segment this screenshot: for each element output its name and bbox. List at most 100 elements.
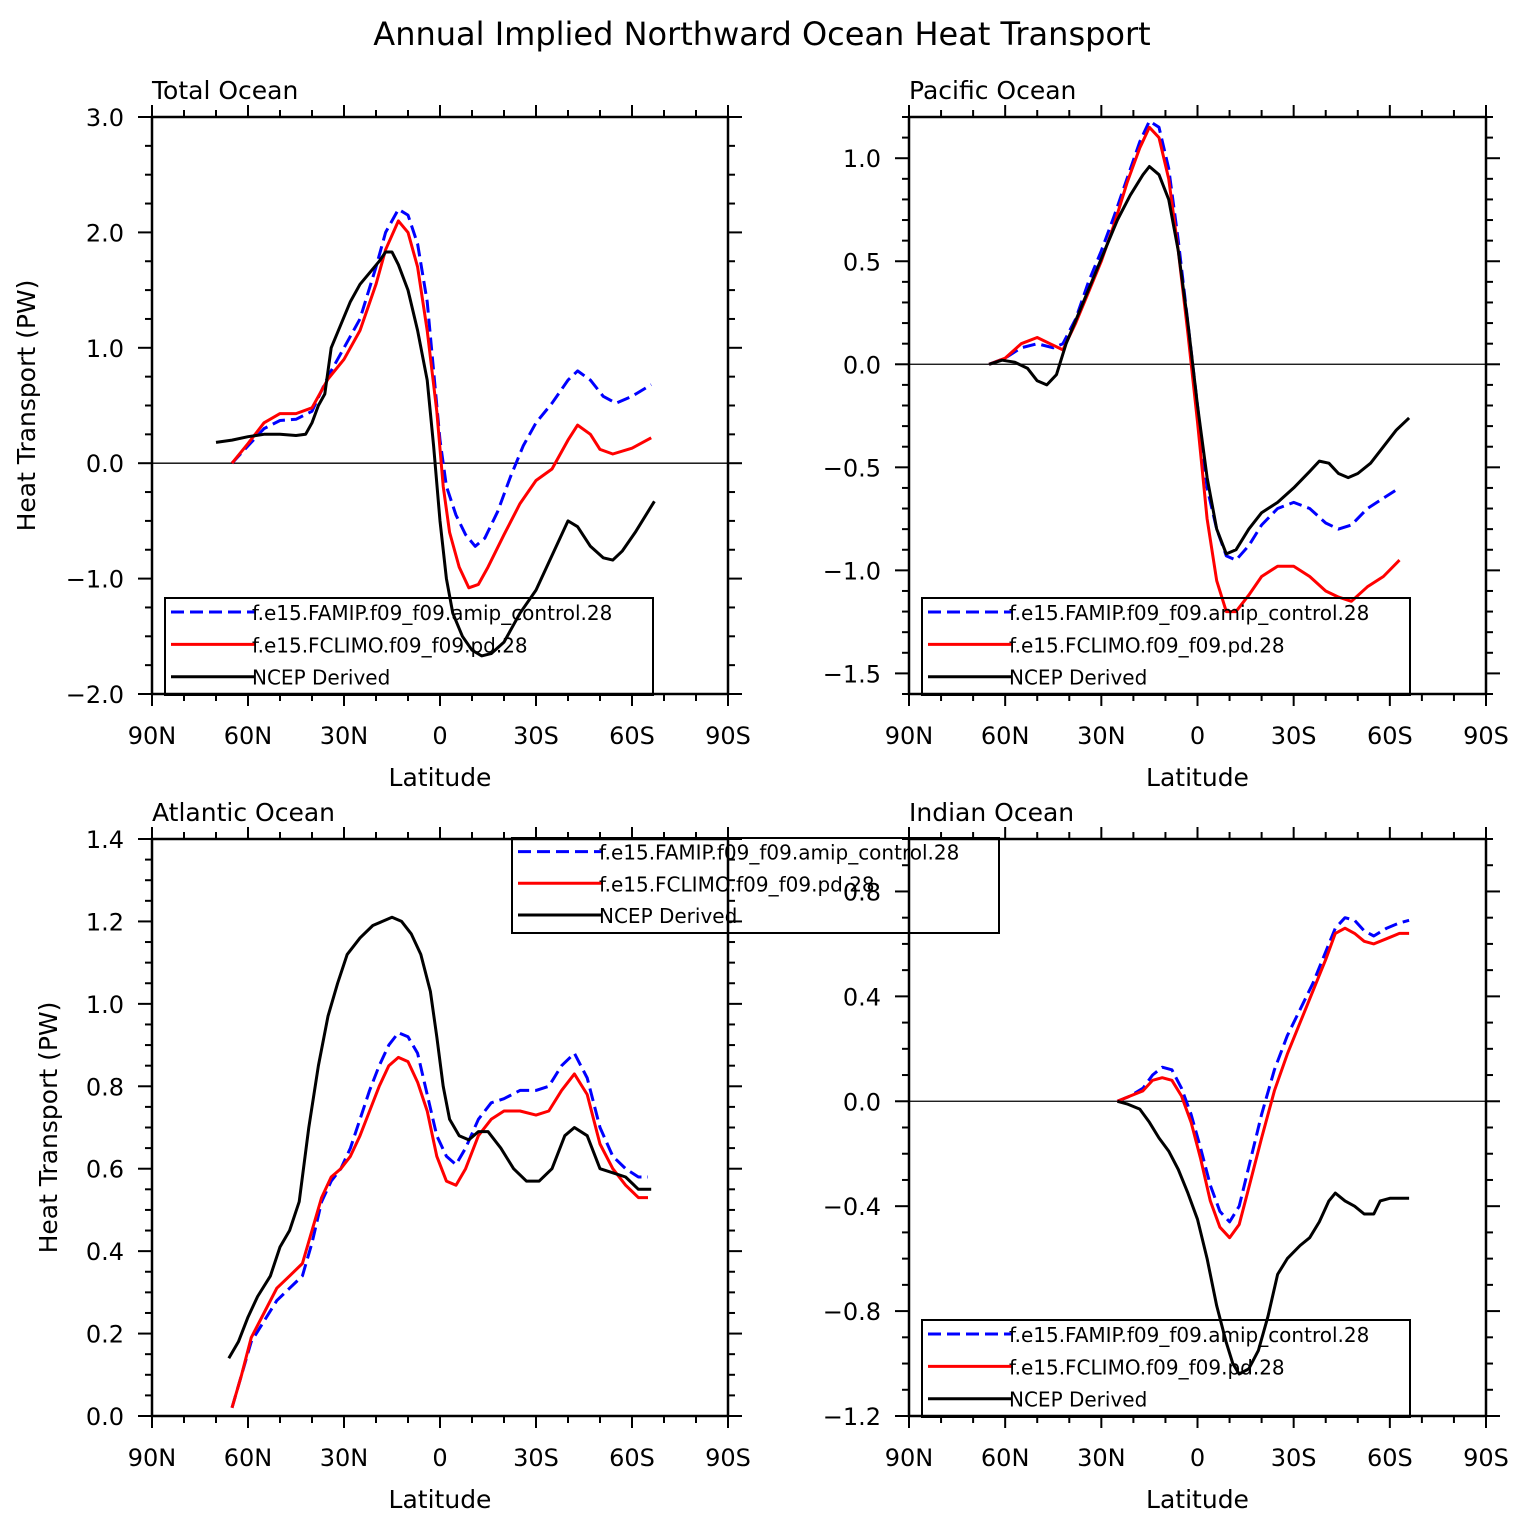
- series-line-ncep-derived: [227, 915, 652, 1360]
- legend-label: f.e15.FAMIP.f09_f09.amip_control.28: [1009, 601, 1369, 625]
- x-tick-label: 60N: [224, 722, 273, 750]
- series-line-f-e15-fclimo-f09-f09-pd-28: [1116, 926, 1410, 1240]
- panel-title: Indian Ocean: [909, 798, 1074, 827]
- legend-box: [511, 837, 1000, 934]
- legend-box: [921, 597, 1411, 696]
- legend: f.e15.FAMIP.f09_f09.amip_control.28 f.e15…: [921, 1319, 1411, 1418]
- x-tick-label: 30N: [320, 1444, 369, 1472]
- legend-label: NCEP Derived: [252, 666, 390, 690]
- x-tick-label: 90N: [128, 1444, 177, 1472]
- series-line-f-e15-famip-f09-f09-amip-control-28: [230, 207, 652, 548]
- x-tick-label: 60N: [981, 1444, 1030, 1472]
- y-tick-label: 1.0: [86, 335, 124, 363]
- y-tick-label: 0.2: [86, 1321, 124, 1349]
- y-tick-label: −0.4: [823, 1193, 881, 1221]
- x-axis-label: Latitude: [389, 1485, 492, 1514]
- legend-label: f.e15.FCLIMO.f09_f09.pd.28: [252, 633, 528, 657]
- x-tick-label: 0: [432, 1444, 447, 1472]
- y-tick-label: 1.4: [86, 826, 124, 854]
- x-tick-label: 0: [1190, 1444, 1205, 1472]
- legend-box: [921, 1319, 1411, 1418]
- y-tick-label: 0.4: [86, 1238, 124, 1266]
- panel-pacific-ocean: Pacific Ocean 90N 60N 30N 0 30S 60S 90S −1.5 −1.0…: [823, 76, 1509, 792]
- x-tick-label: 90S: [705, 1444, 751, 1472]
- y-tick-label: −1.0: [823, 557, 881, 585]
- x-tick-label: 30N: [1077, 1444, 1126, 1472]
- y-tick-label: 1.0: [86, 991, 124, 1019]
- y-tick-label: −1.0: [66, 566, 124, 594]
- y-tick-label: 0.4: [843, 983, 881, 1011]
- panel-title: Total Ocean: [151, 76, 298, 105]
- panel-atlantic-ocean: Atlantic Ocean 90N 60N 30N 0 30S 60S 90S 0.0 0.2 0…: [34, 798, 1000, 1514]
- x-tick-label: 0: [432, 722, 447, 750]
- y-tick-label: 1.0: [843, 145, 881, 173]
- y-tick-label: 0.5: [843, 248, 881, 276]
- x-tick-label: 60S: [1367, 1444, 1413, 1472]
- x-tick-label: 30S: [513, 722, 559, 750]
- x-tick-label: 90N: [885, 722, 934, 750]
- panel-title: Pacific Ocean: [909, 76, 1076, 105]
- x-tick-label: 30S: [1271, 722, 1317, 750]
- x-axis-label: Latitude: [1146, 763, 1249, 792]
- legend-label: f.e15.FAMIP.f09_f09.amip_control.28: [252, 601, 612, 625]
- x-tick-label: 60S: [609, 722, 655, 750]
- y-axis-label: Heat Transport (PW): [12, 280, 41, 532]
- legend-label: f.e15.FAMIP.f09_f09.amip_control.28: [599, 841, 959, 865]
- y-tick-label: 0.8: [843, 878, 881, 906]
- legend-label: NCEP Derived: [599, 904, 737, 928]
- y-tick-label: 0.0: [843, 1088, 881, 1116]
- x-tick-label: 90S: [1463, 722, 1509, 750]
- x-axis-label: Latitude: [389, 763, 492, 792]
- y-tick-label: 0.0: [86, 1403, 124, 1431]
- series-line-f-e15-famip-f09-f09-amip-control-28: [988, 119, 1401, 562]
- y-tick-label: 0.0: [86, 450, 124, 478]
- legend: f.e15.FAMIP.f09_f09.amip_control.28 f.e15…: [511, 837, 1000, 934]
- panel-indian-ocean: Indian Ocean 90N 60N 30N 0 30S 60S 90S −1.2 −0.8 −…: [823, 798, 1509, 1514]
- x-tick-label: 60S: [609, 1444, 655, 1472]
- series-line-f-e15-famip-f09-f09-amip-control-28: [1116, 916, 1410, 1224]
- y-tick-label: 0.8: [86, 1073, 124, 1101]
- legend-label: f.e15.FCLIMO.f09_f09.pd.28: [1009, 633, 1285, 657]
- x-tick-label: 60N: [981, 722, 1030, 750]
- y-axis-label: Heat Transport (PW): [34, 1002, 63, 1254]
- x-tick-label: 30S: [1271, 1444, 1317, 1472]
- x-tick-label: 60S: [1367, 722, 1413, 750]
- x-tick-label: 60N: [224, 1444, 273, 1472]
- series-line-f-e15-famip-f09-f09-amip-control-28: [230, 1031, 648, 1409]
- y-tick-label: −1.2: [823, 1403, 881, 1431]
- x-tick-label: 90N: [128, 722, 177, 750]
- legend-label: f.e15.FAMIP.f09_f09.amip_control.28: [1009, 1323, 1369, 1347]
- legend: f.e15.FAMIP.f09_f09.amip_control.28 f.e15…: [164, 597, 654, 696]
- legend: f.e15.FAMIP.f09_f09.amip_control.28 f.e15…: [921, 597, 1411, 696]
- series-line-f-e15-fclimo-f09-f09-pd-28: [230, 1055, 648, 1409]
- y-tick-label: 0.0: [843, 351, 881, 379]
- x-tick-label: 90S: [705, 722, 751, 750]
- y-tick-label: −0.5: [823, 454, 881, 482]
- x-tick-label: 90N: [885, 1444, 934, 1472]
- x-tick-label: 30N: [1077, 722, 1126, 750]
- legend-label: f.e15.FCLIMO.f09_f09.pd.28: [1009, 1355, 1285, 1379]
- legend-label: NCEP Derived: [1009, 666, 1147, 690]
- y-tick-label: −2.0: [66, 681, 124, 709]
- panel-title: Atlantic Ocean: [152, 798, 335, 827]
- x-axis-label: Latitude: [1146, 1485, 1249, 1514]
- series-line-f-e15-fclimo-f09-f09-pd-28: [230, 219, 652, 590]
- figure-title: Annual Implied Northward Ocean Heat Tran…: [373, 15, 1150, 53]
- x-tick-label: 0: [1190, 722, 1205, 750]
- legend-label: NCEP Derived: [1009, 1388, 1147, 1412]
- y-tick-label: 3.0: [86, 104, 124, 132]
- y-tick-label: 1.2: [86, 908, 124, 936]
- y-tick-label: −0.8: [823, 1298, 881, 1326]
- series-line-ncep-derived: [1117, 1099, 1410, 1376]
- series-line-ncep-derived: [988, 165, 1411, 556]
- x-tick-label: 90S: [1463, 1444, 1509, 1472]
- x-tick-label: 30S: [513, 1444, 559, 1472]
- x-tick-label: 30N: [320, 722, 369, 750]
- legend-label: f.e15.FCLIMO.f09_f09.pd.28: [599, 872, 875, 896]
- y-tick-label: 0.6: [86, 1156, 124, 1184]
- panel-total-ocean: Total Ocean 90N 60N 30N 0 30S 60S 90S −2.0 −1.0 0.…: [12, 76, 751, 792]
- series-line-ncep-derived: [215, 250, 656, 658]
- y-tick-label: −1.5: [823, 660, 881, 688]
- legend-box: [164, 597, 654, 696]
